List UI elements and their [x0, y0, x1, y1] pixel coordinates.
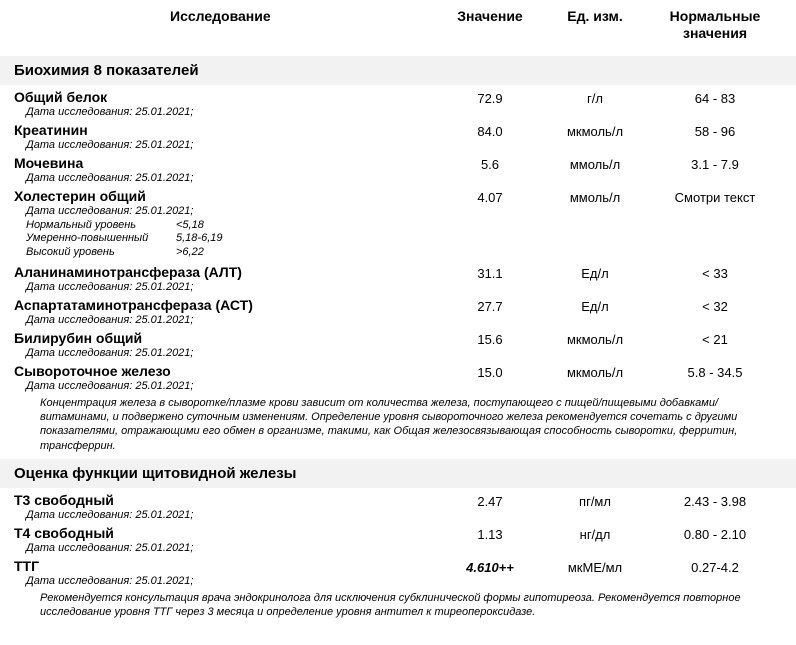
test-value: 72.9: [440, 89, 540, 106]
test-name: Креатинин: [14, 122, 440, 138]
test-ref: 3.1 - 7.9: [650, 155, 780, 172]
row-alt: Аланинаминотрансфераза (АЛТ) Дата исслед…: [0, 260, 796, 293]
test-name: Холестерин общий: [14, 188, 440, 204]
sub-a-label: Нормальный уровень: [26, 219, 176, 233]
test-name: Билирубин общий: [14, 330, 440, 346]
test-ref: < 21: [650, 330, 780, 347]
test-name: Аспартатаминотрансфераза (АСТ): [14, 297, 440, 313]
test-value-flagged: 4.610++: [440, 558, 540, 575]
section-title-biochem: Биохимия 8 показателей: [0, 56, 796, 85]
test-unit: ммоль/л: [540, 155, 650, 172]
test-value: 4.07: [440, 188, 540, 205]
test-date: Дата исследования: 25.01.2021;: [14, 509, 440, 521]
test-ref: 64 - 83: [650, 89, 780, 106]
test-date: Дата исследования: 25.01.2021;: [14, 380, 440, 392]
cholesterol-sublines: Нормальный уровень<5,18 Умеренно-повышен…: [14, 219, 440, 260]
test-ref: 0.27-4.2: [650, 558, 780, 575]
test-date: Дата исследования: 25.01.2021;: [14, 106, 440, 118]
test-unit: пг/мл: [540, 492, 650, 509]
test-date: Дата исследования: 25.01.2021;: [14, 139, 440, 151]
test-ref: 0.80 - 2.10: [650, 525, 780, 542]
test-date: Дата исследования: 25.01.2021;: [14, 281, 440, 293]
test-date: Дата исследования: 25.01.2021;: [14, 314, 440, 326]
test-ref: < 33: [650, 264, 780, 281]
test-name: Т3 свободный: [14, 492, 440, 508]
table-header: Исследование Значение Ед. изм. Нормальны…: [0, 0, 796, 56]
row-ast: Аспартатаминотрансфераза (АСТ) Дата иссл…: [0, 293, 796, 326]
test-ref: < 32: [650, 297, 780, 314]
test-value: 15.6: [440, 330, 540, 347]
test-value: 15.0: [440, 363, 540, 380]
test-unit: мкмоль/л: [540, 122, 650, 139]
row-cholesterol: Холестерин общий Дата исследования: 25.0…: [0, 184, 796, 260]
test-name: Аланинаминотрансфераза (АЛТ): [14, 264, 440, 280]
sub-a-val: <5,18: [176, 219, 204, 233]
row-total-protein: Общий белок Дата исследования: 25.01.202…: [0, 85, 796, 118]
test-ref: 5.8 - 34.5: [650, 363, 780, 380]
test-name: ТТГ: [14, 558, 440, 574]
row-creatinine: Креатинин Дата исследования: 25.01.2021;…: [0, 118, 796, 151]
test-date: Дата исследования: 25.01.2021;: [14, 575, 440, 587]
test-unit: нг/дл: [540, 525, 650, 542]
header-ref-l2: значения: [683, 25, 747, 41]
sub-b-label: Умеренно-повышенный: [26, 232, 176, 246]
row-bilirubin: Билирубин общий Дата исследования: 25.01…: [0, 326, 796, 359]
row-tsh: ТТГ Дата исследования: 25.01.2021; 4.610…: [0, 554, 796, 587]
note-serum-iron: Концентрация железа в сыворотке/плазме к…: [0, 392, 796, 459]
test-value: 5.6: [440, 155, 540, 172]
row-serum-iron: Сывороточное железо Дата исследования: 2…: [0, 359, 796, 392]
row-t4-free: Т4 свободный Дата исследования: 25.01.20…: [0, 521, 796, 554]
test-name: Т4 свободный: [14, 525, 440, 541]
test-ref: 58 - 96: [650, 122, 780, 139]
header-col-value: Значение: [440, 8, 540, 42]
header-ref-l1: Нормальные: [670, 8, 761, 24]
note-tsh: Рекомендуется консультация врача эндокри…: [0, 587, 796, 626]
row-t3-free: Т3 свободный Дата исследования: 25.01.20…: [0, 488, 796, 521]
test-unit: Ед/л: [540, 264, 650, 281]
test-unit: мкМЕ/мл: [540, 558, 650, 575]
test-date: Дата исследования: 25.01.2021;: [14, 347, 440, 359]
test-date: Дата исследования: 25.01.2021;: [14, 205, 440, 217]
test-unit: г/л: [540, 89, 650, 106]
test-unit: мкмоль/л: [540, 330, 650, 347]
test-value: 2.47: [440, 492, 540, 509]
test-value: 1.13: [440, 525, 540, 542]
sub-c-val: >6,22: [176, 246, 204, 260]
test-name: Мочевина: [14, 155, 440, 171]
test-date: Дата исследования: 25.01.2021;: [14, 172, 440, 184]
test-value: 27.7: [440, 297, 540, 314]
test-value: 84.0: [440, 122, 540, 139]
test-ref: Смотри текст: [650, 188, 780, 205]
test-ref: 2.43 - 3.98: [650, 492, 780, 509]
header-col-unit: Ед. изм.: [540, 8, 650, 42]
header-col-ref: Нормальные значения: [650, 8, 780, 42]
test-value: 31.1: [440, 264, 540, 281]
section-title-thyroid: Оценка функции щитовидной железы: [0, 459, 796, 488]
test-name: Сывороточное железо: [14, 363, 440, 379]
test-unit: Ед/л: [540, 297, 650, 314]
test-date: Дата исследования: 25.01.2021;: [14, 542, 440, 554]
row-urea: Мочевина Дата исследования: 25.01.2021; …: [0, 151, 796, 184]
test-name: Общий белок: [14, 89, 440, 105]
test-unit: мкмоль/л: [540, 363, 650, 380]
sub-b-val: 5,18-6,19: [176, 232, 222, 246]
sub-c-label: Высокий уровень: [26, 246, 176, 260]
header-col-test: Исследование: [0, 8, 440, 42]
test-unit: ммоль/л: [540, 188, 650, 205]
